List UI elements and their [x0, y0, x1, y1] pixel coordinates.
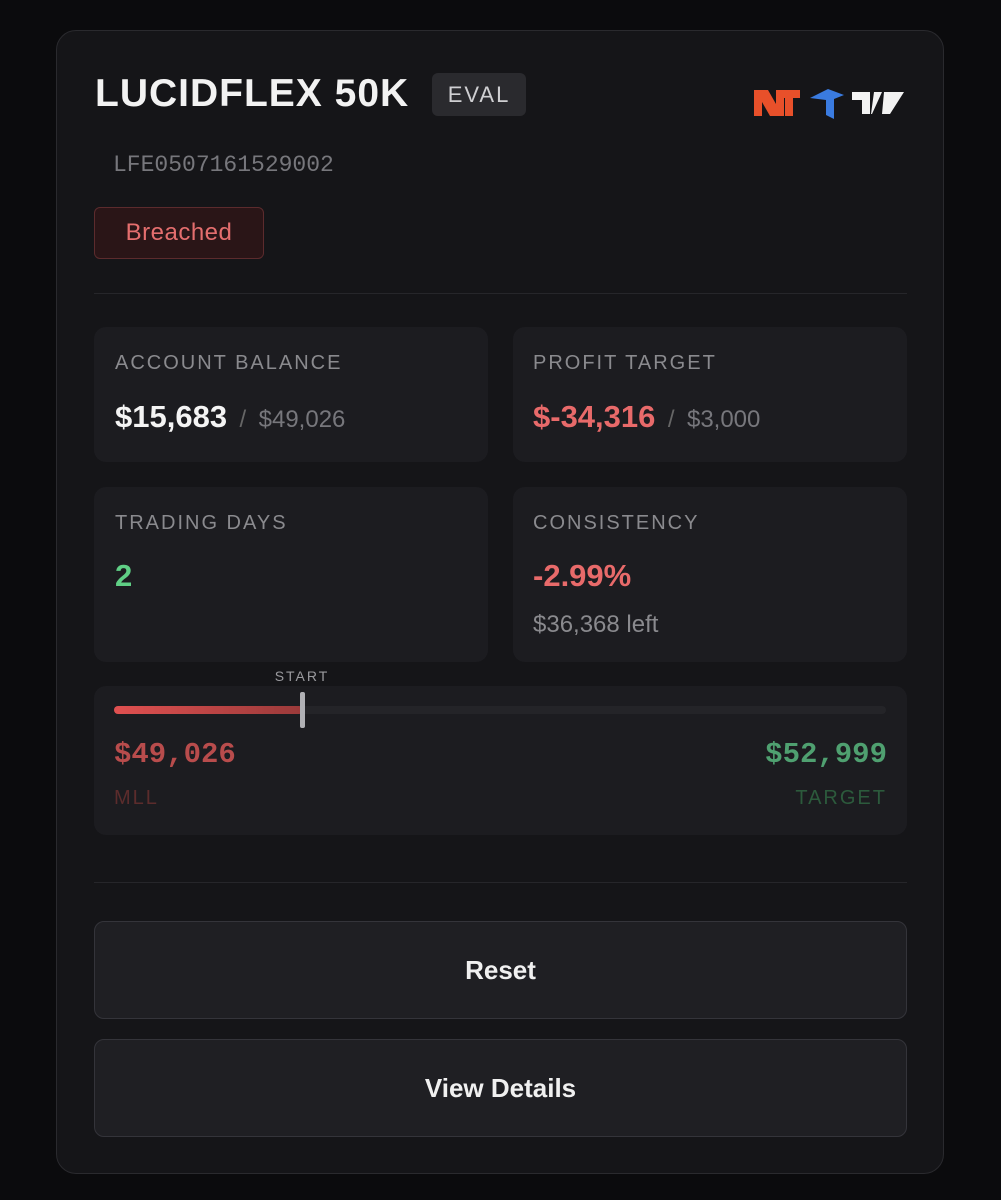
- reset-button[interactable]: Reset: [94, 921, 907, 1019]
- stat-value: -2.99%: [533, 558, 632, 593]
- marker-label: START: [274, 668, 330, 684]
- max-label: TARGET: [795, 787, 887, 809]
- stat-label: CONSISTENCY: [533, 512, 700, 534]
- stat-card: [513, 327, 907, 462]
- stat-label: PROFIT TARGET: [533, 352, 717, 374]
- stat-limit: $49,026: [258, 406, 346, 433]
- status-badge: Breached: [94, 207, 264, 259]
- stat-value-row: $15,683 / $49,026: [115, 399, 345, 435]
- separator: /: [667, 406, 675, 433]
- stat-card: [513, 487, 907, 662]
- stat-label: TRADING DAYS: [115, 512, 288, 534]
- min-label: MLL: [114, 787, 159, 809]
- stat-label: ACCOUNT BALANCE: [115, 352, 343, 374]
- progress-track: [114, 706, 886, 714]
- stat-value: 2: [115, 558, 133, 593]
- view-details-button[interactable]: View Details: [94, 1039, 907, 1137]
- tradovate-logo: [810, 89, 844, 119]
- progress-marker: [300, 692, 305, 728]
- min-value: $49,026: [114, 738, 236, 771]
- stat-value: $15,683: [115, 399, 228, 434]
- divider: [94, 293, 907, 294]
- ninjatrader-logo-t: [778, 90, 800, 116]
- max-value: $52,999: [765, 738, 887, 771]
- stat-value: $-34,316: [533, 399, 656, 434]
- stat-note: $36,368 left: [533, 611, 659, 638]
- ninjatrader-logo: [754, 90, 784, 116]
- stat-limit: $3,000: [686, 406, 761, 433]
- account-id: LFE0507161529002: [113, 152, 334, 178]
- eval-badge: EVAL: [432, 73, 526, 116]
- account-title: LUCIDFLEX 50K: [95, 72, 410, 115]
- platform-logos: [754, 89, 904, 119]
- divider: [94, 882, 907, 883]
- stat-card: [94, 487, 488, 662]
- tradingview-logo: [852, 92, 904, 114]
- separator: /: [239, 406, 247, 433]
- stat-card: [94, 327, 488, 462]
- progress-fill: [114, 706, 303, 714]
- stat-value-row: $-34,316 / $3,000: [533, 399, 760, 435]
